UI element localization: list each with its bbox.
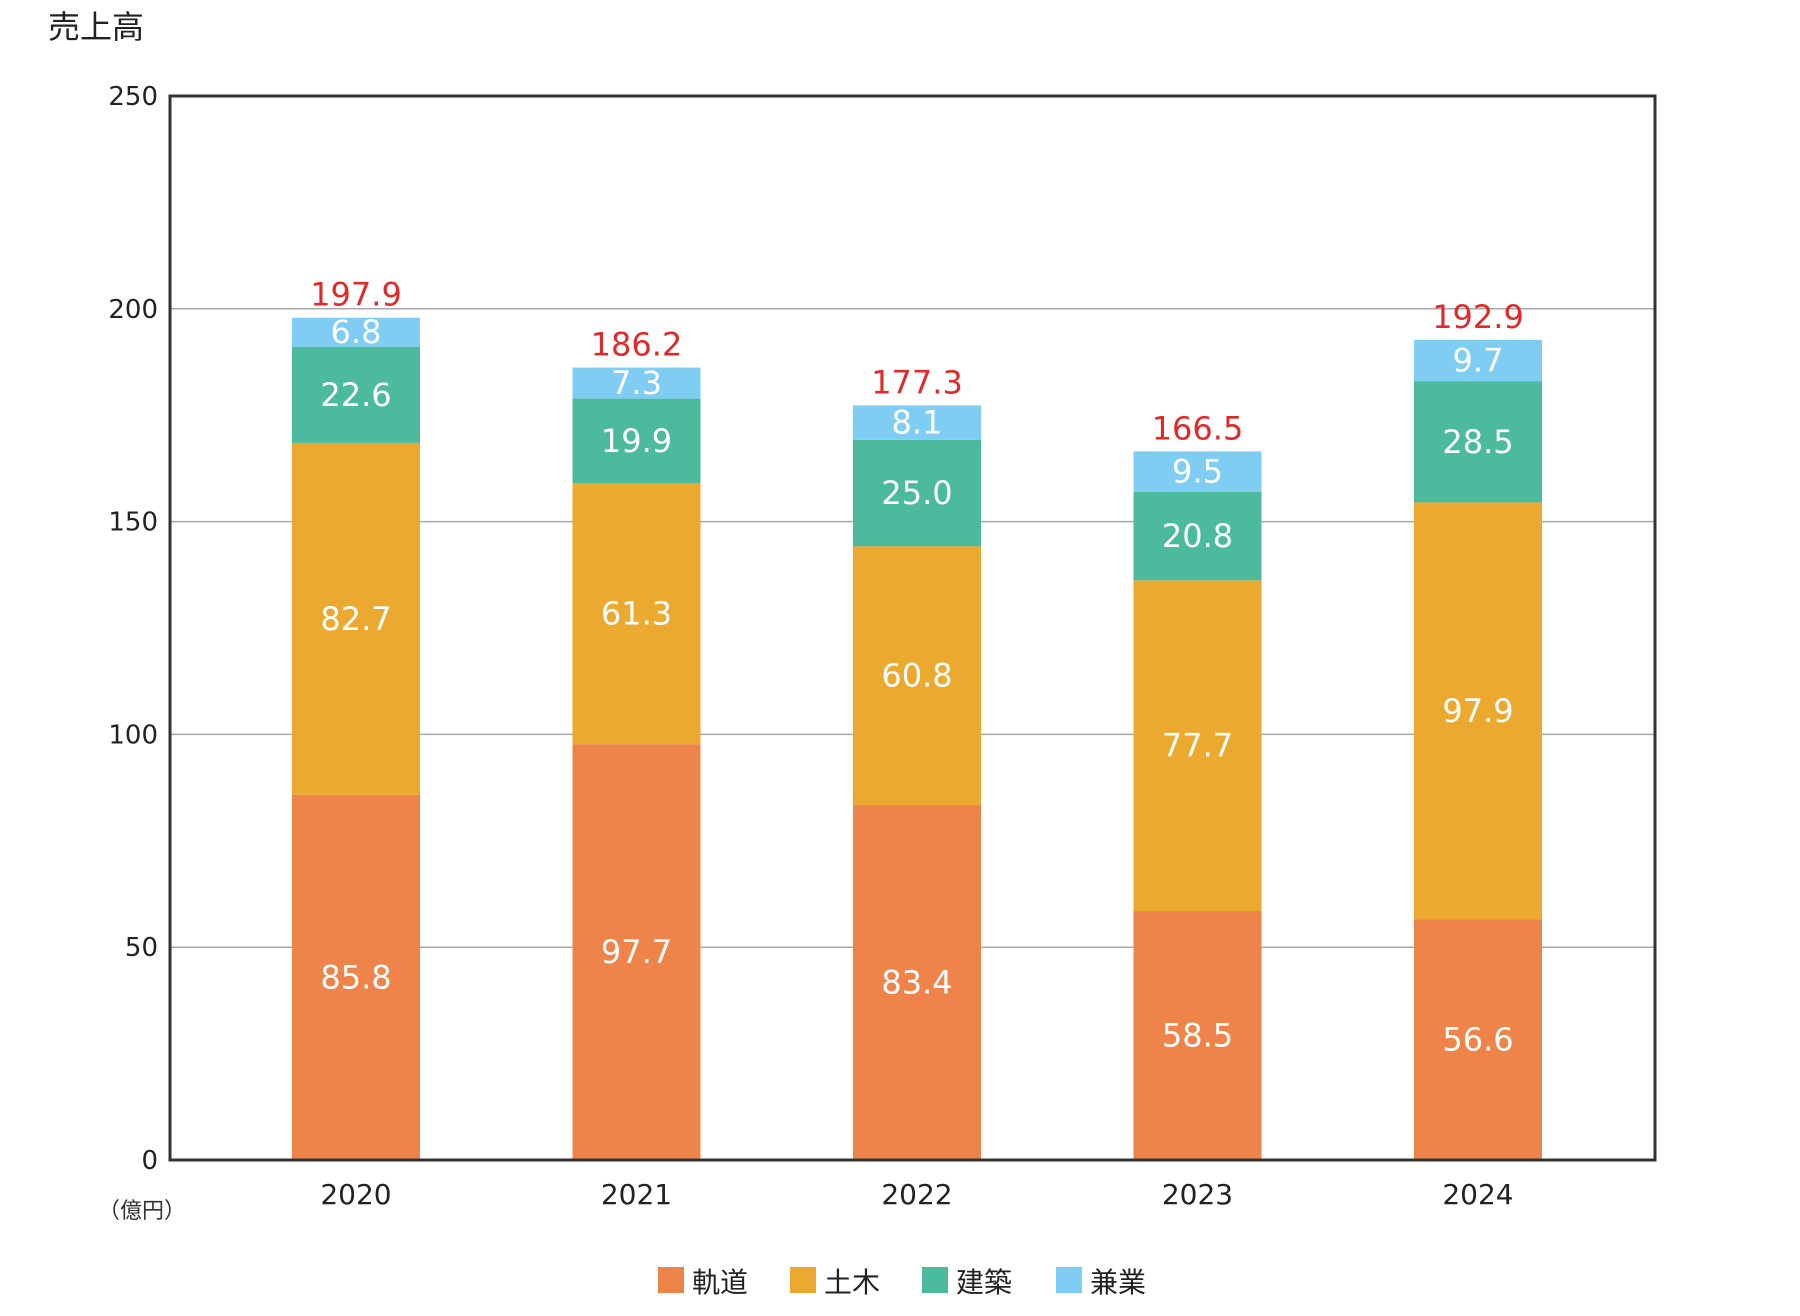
bar-segment bbox=[572, 398, 701, 484]
segment-value-label: 7.3 bbox=[611, 364, 662, 402]
segment-value-label: 97.7 bbox=[601, 933, 672, 971]
segment-value-label: 25.0 bbox=[881, 474, 952, 512]
unit-label: （億円） bbox=[98, 1199, 186, 1224]
segment-value-label: 28.5 bbox=[1442, 423, 1513, 461]
segment-value-label: 8.1 bbox=[892, 404, 943, 442]
legend-swatch bbox=[922, 1267, 948, 1293]
segment-value-label: 9.5 bbox=[1172, 453, 1223, 491]
segment-value-label: 85.8 bbox=[320, 958, 391, 996]
bar-segment bbox=[572, 744, 701, 1160]
legend: 軌道 土木 建築 兼業 bbox=[658, 1266, 1146, 1299]
legend-label: 土木 bbox=[824, 1266, 880, 1299]
x-category-label: 2024 bbox=[1442, 1178, 1513, 1211]
bar-segment bbox=[1133, 451, 1262, 492]
bar-segment bbox=[1414, 339, 1542, 382]
segment-value-label: 97.9 bbox=[1442, 692, 1513, 730]
bar-segment bbox=[572, 367, 701, 399]
segment-value-label: 83.4 bbox=[881, 964, 952, 1002]
bar-segment bbox=[853, 805, 981, 1160]
bar-segment bbox=[292, 346, 420, 443]
y-tick-label: 150 bbox=[108, 508, 158, 538]
y-tick-label: 50 bbox=[125, 933, 158, 963]
x-axis-categories: 2020 2021 2022 2023 2024 bbox=[320, 1178, 1513, 1211]
y-tick-label: 200 bbox=[108, 295, 158, 325]
total-value-label: 166.5 bbox=[1152, 409, 1244, 447]
chart-title: 売上高 bbox=[48, 8, 144, 46]
bar-segment bbox=[292, 442, 420, 795]
bar-segment bbox=[853, 405, 981, 440]
segment-value-label: 6.8 bbox=[331, 313, 382, 351]
segment-value-label: 9.7 bbox=[1453, 342, 1504, 380]
bar-segment bbox=[1414, 919, 1542, 1160]
x-category-label: 2022 bbox=[881, 1178, 952, 1211]
y-tick-label: 100 bbox=[108, 720, 158, 750]
x-category-label: 2023 bbox=[1162, 1178, 1233, 1211]
bar-segment bbox=[292, 794, 420, 1160]
bars bbox=[292, 317, 1542, 1160]
legend-swatch bbox=[1056, 1267, 1082, 1293]
x-category-label: 2020 bbox=[320, 1178, 391, 1211]
bar-segment bbox=[853, 546, 981, 806]
y-tick-label: 250 bbox=[108, 82, 158, 112]
bar-segment bbox=[1133, 580, 1262, 912]
bar-segment bbox=[1414, 381, 1542, 503]
segment-value-label: 56.6 bbox=[1442, 1021, 1513, 1059]
segment-value-label: 77.7 bbox=[1162, 727, 1233, 765]
bar-segment bbox=[1133, 911, 1262, 1160]
segment-value-label: 61.3 bbox=[601, 595, 672, 633]
segment-value-label: 60.8 bbox=[881, 657, 952, 695]
legend-label: 建築 bbox=[956, 1266, 1012, 1299]
segment-value-label: 20.8 bbox=[1162, 517, 1233, 555]
legend-swatch bbox=[790, 1267, 816, 1293]
legend-label: 兼業 bbox=[1090, 1266, 1146, 1299]
segment-value-label: 19.9 bbox=[601, 422, 672, 460]
total-value-label: 186.2 bbox=[591, 326, 683, 364]
legend-swatch bbox=[658, 1267, 684, 1293]
total-value-label: 192.9 bbox=[1432, 298, 1524, 336]
segment-value-label: 58.5 bbox=[1162, 1017, 1233, 1055]
bar-segment bbox=[1414, 502, 1542, 920]
total-labels: 197.9 186.2 177.3 166.5 192.9 bbox=[310, 276, 1524, 448]
legend-label: 軌道 bbox=[692, 1266, 748, 1299]
segment-value-label: 82.7 bbox=[320, 600, 391, 638]
segment-value-label: 22.6 bbox=[320, 376, 391, 414]
total-value-label: 177.3 bbox=[871, 363, 963, 401]
total-value-label: 197.9 bbox=[310, 276, 402, 314]
segment-labels: 85.8 82.7 22.6 6.8 97.7 61.3 19.9 7.3 83.4 60.8 25… bbox=[320, 313, 1513, 1058]
y-axis-ticks: 0 50 100 150 200 250 bbox=[108, 82, 158, 1176]
y-tick-label: 0 bbox=[141, 1146, 158, 1176]
bar-segment bbox=[292, 317, 420, 347]
bar-segment bbox=[572, 483, 701, 745]
bar-segment bbox=[1133, 491, 1262, 581]
plot-frame bbox=[168, 94, 1657, 1162]
bar-segment bbox=[853, 439, 981, 547]
x-category-label: 2021 bbox=[601, 1178, 672, 1211]
